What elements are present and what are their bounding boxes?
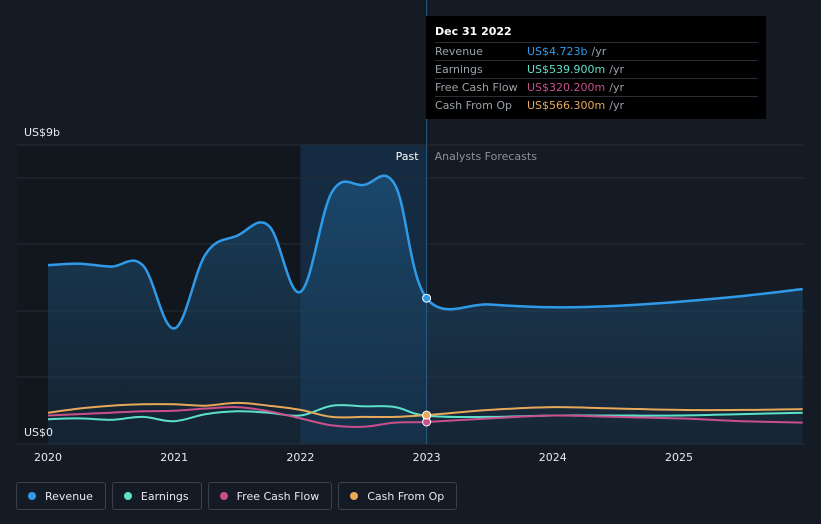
tooltip-series-unit: /yr	[591, 45, 607, 58]
x-tick-label: 2020	[34, 451, 62, 464]
free-cash-flow-line	[47, 405, 803, 429]
y-axis-bottom-label: US$0	[24, 426, 53, 439]
x-tick-label: 2024	[539, 451, 567, 464]
tooltip-date: Dec 31 2022	[435, 25, 512, 38]
revenue-line	[47, 174, 803, 330]
legend-dot-icon	[28, 492, 36, 500]
cash-from-op-hover-point	[422, 410, 432, 420]
legend-item-free-cash-flow[interactable]: Free Cash Flow	[207, 482, 333, 510]
y-axis-top-label: US$9b	[24, 126, 60, 139]
tooltip-row: Free Cash Flow US$320.200m /yr	[435, 78, 758, 96]
tooltip-series-name: Cash From Op	[435, 99, 513, 112]
legend-item-earnings[interactable]: Earnings	[111, 482, 202, 510]
past-label: Past	[396, 150, 420, 163]
tooltip-series-value: US$566.300m	[527, 99, 606, 112]
tooltip-row: Revenue US$4.723b /yr	[435, 42, 758, 60]
x-axis-ticks: 2020 2021 2022 2023 2024 2025	[34, 451, 693, 464]
earnings-line	[47, 404, 803, 423]
tooltip-series-value: US$320.200m	[527, 81, 606, 94]
tooltip-series-unit: /yr	[609, 81, 624, 94]
legend-label: Cash From Op	[367, 489, 445, 503]
cash-from-op-line	[47, 401, 803, 419]
hover-markers	[422, 293, 432, 427]
tooltip-series-name: Free Cash Flow	[435, 81, 518, 94]
legend: Revenue Earnings Free Cash Flow Cash Fro…	[16, 482, 458, 510]
tooltip-series-name: Earnings	[435, 63, 483, 76]
legend-dot-icon	[123, 492, 132, 500]
tooltip-row: Earnings US$539.900m /yr	[435, 60, 758, 78]
tooltip: Dec 31 2022 Revenue US$4.723b /yr Earnin…	[426, 16, 766, 119]
x-tick-label: 2023	[413, 451, 441, 464]
revenue-area-fill	[48, 175, 803, 444]
legend-dot-icon	[350, 492, 359, 500]
series-layer	[47, 174, 803, 444]
legend-label: Earnings	[140, 489, 189, 503]
x-tick-label: 2022	[286, 451, 314, 464]
legend-dot-icon	[219, 492, 228, 500]
tooltip-series-unit: /yr	[609, 99, 624, 112]
tooltip-row: Cash From Op US$566.300m /yr	[435, 96, 758, 114]
x-tick-label: 2021	[160, 451, 188, 464]
legend-item-cash-from-op[interactable]: Cash From Op	[338, 482, 458, 510]
tooltip-series-value: US$4.723b	[527, 45, 588, 58]
tooltip-series-value: US$539.900m	[527, 63, 606, 76]
x-tick-label: 2025	[665, 451, 693, 464]
legend-label: Free Cash Flow	[236, 489, 320, 503]
revenue-hover-point	[422, 293, 432, 303]
legend-item-revenue[interactable]: Revenue	[16, 482, 106, 510]
tooltip-series-name: Revenue	[435, 45, 483, 58]
tooltip-series-unit: /yr	[609, 63, 624, 76]
legend-label: Revenue	[45, 489, 93, 503]
forecast-label: Analysts Forecasts	[435, 150, 538, 163]
